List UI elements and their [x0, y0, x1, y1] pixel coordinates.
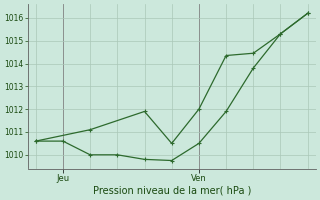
- X-axis label: Pression niveau de la mer( hPa ): Pression niveau de la mer( hPa ): [92, 186, 251, 196]
